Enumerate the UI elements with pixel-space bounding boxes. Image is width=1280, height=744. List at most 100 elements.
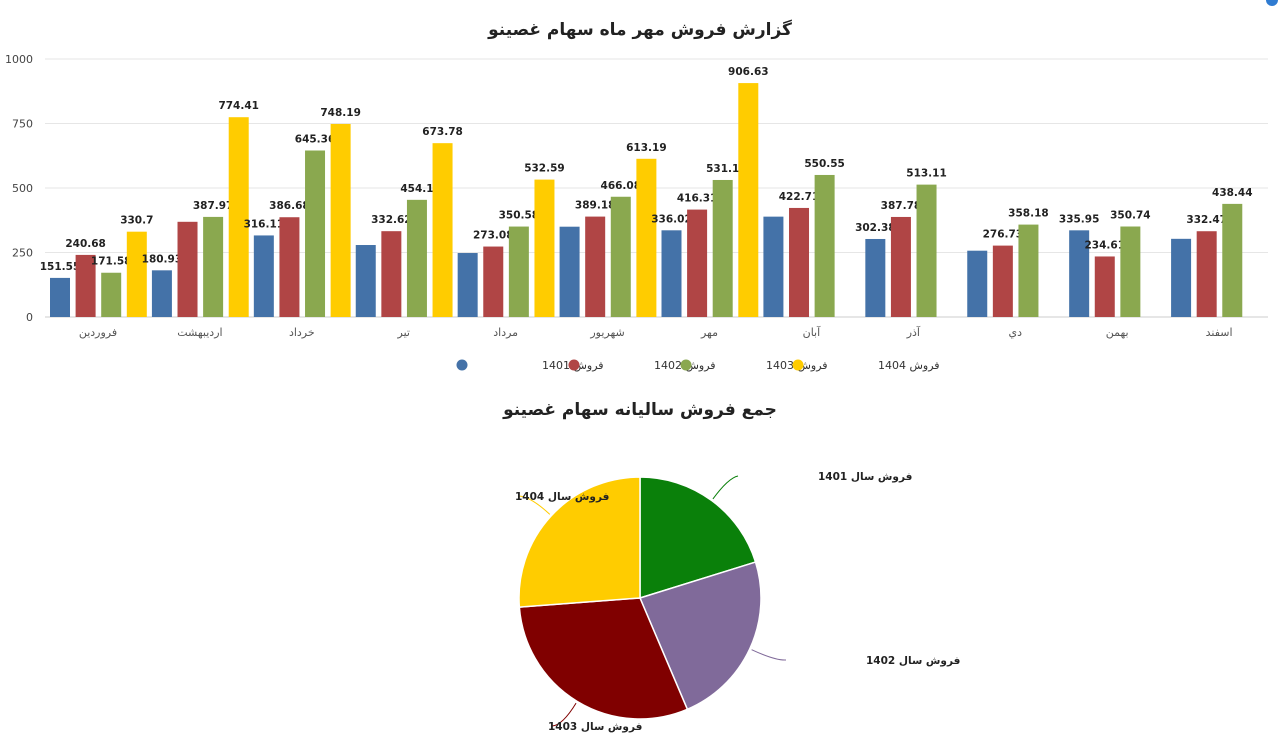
bar-chart-title: گزارش فروش مهر ماه سهام غصینو — [488, 20, 792, 40]
slice-label: فروش سال 1404 — [515, 491, 609, 503]
app-icon — [1266, 0, 1278, 6]
legend-marker — [680, 359, 692, 371]
x-tick-label: بهمن — [1106, 326, 1129, 339]
data-label: 234.61 — [1085, 239, 1126, 251]
bar — [483, 246, 504, 317]
x-tick-label: خرداد — [289, 326, 315, 339]
bar — [151, 270, 172, 317]
bar — [1094, 256, 1115, 317]
data-label: 531.1 — [706, 163, 739, 175]
data-label: 240.68 — [65, 238, 106, 250]
bar — [890, 216, 911, 317]
legend-marker — [568, 359, 580, 371]
leader-line — [551, 702, 577, 727]
data-label: 330.7 — [120, 215, 153, 227]
bar — [177, 221, 198, 317]
bar — [432, 143, 453, 317]
data-label: 513.11 — [906, 168, 947, 180]
bar — [101, 272, 122, 317]
x-tick-label: مهر — [700, 326, 718, 339]
bar — [763, 216, 784, 317]
data-label: 332.62 — [371, 214, 412, 226]
data-label: 335.95 — [1059, 213, 1100, 225]
data-label: 276.73 — [983, 229, 1024, 241]
bar — [1171, 238, 1192, 317]
y-tick-label: 750 — [12, 118, 33, 131]
data-label: 416.31 — [677, 193, 718, 205]
legend-marker — [792, 359, 804, 371]
bar — [534, 179, 555, 317]
data-label: 386.68 — [269, 200, 310, 212]
data-label: 438.44 — [1212, 187, 1253, 199]
legend-marker — [456, 359, 468, 371]
bar — [1018, 224, 1039, 317]
bar-chart: 0 250 500 750 1000 151.55 240.68 171.58 330.7 فرو… — [5, 53, 1268, 372]
x-tick-label: فروردین — [79, 326, 117, 339]
data-label: 180.93 — [142, 253, 183, 265]
bar — [126, 231, 147, 317]
leader-line — [712, 475, 739, 500]
data-label: 350.74 — [1110, 210, 1151, 222]
bar — [992, 245, 1013, 317]
bar — [203, 216, 224, 317]
data-label: 454.1 — [400, 183, 433, 195]
data-label: 550.55 — [804, 158, 845, 170]
pie-slice — [639, 476, 757, 600]
data-label: 645.36 — [295, 133, 336, 145]
bar — [687, 209, 708, 317]
bar — [355, 245, 376, 317]
data-label: 613.19 — [626, 142, 667, 154]
legend-label: فروش 1404 — [878, 359, 940, 372]
pie-slice — [518, 597, 689, 720]
leader-line — [518, 495, 551, 515]
data-label: 389.18 — [575, 200, 616, 212]
bar — [50, 277, 70, 317]
data-label: 673.78 — [422, 126, 463, 138]
pie-chart-title: جمع فروش سالیانه سهام غصینو — [503, 400, 777, 420]
bar — [253, 235, 274, 317]
pie-slice — [638, 561, 762, 711]
data-label: 332.47 — [1186, 214, 1227, 226]
bar — [636, 158, 657, 317]
y-tick-label: 500 — [12, 182, 33, 195]
bar — [1222, 203, 1243, 317]
data-label: 774.41 — [218, 100, 259, 112]
x-tick-label: اسفند — [1206, 326, 1233, 339]
data-label: 358.18 — [1008, 208, 1049, 220]
bar — [508, 226, 529, 317]
bar — [1120, 226, 1141, 317]
bar — [330, 123, 351, 317]
data-label: 273.08 — [473, 230, 514, 242]
x-tick-label: آذر — [906, 325, 921, 339]
x-tick-label: دي — [1008, 326, 1022, 339]
bar — [967, 250, 988, 317]
x-tick-label: مرداد — [493, 326, 518, 339]
bar — [789, 207, 810, 317]
slice-label: فروش سال 1403 — [548, 721, 642, 733]
bar — [279, 217, 300, 317]
bar — [916, 184, 937, 317]
x-tick-label: آبان — [803, 325, 821, 339]
bar — [381, 231, 402, 317]
y-tick-label: 250 — [12, 247, 33, 260]
bar — [610, 196, 631, 317]
y-tick-label: 0 — [26, 311, 33, 324]
data-label: 336.02 — [651, 213, 692, 225]
data-label: 316.11 — [244, 218, 285, 230]
bar — [1069, 230, 1090, 317]
data-label: 532.59 — [524, 163, 565, 175]
bar — [1196, 231, 1217, 317]
bar — [305, 150, 326, 317]
data-label: 906.63 — [728, 66, 769, 78]
bar — [457, 253, 478, 317]
bar — [75, 254, 96, 317]
bar — [661, 230, 682, 317]
bar — [559, 226, 580, 317]
leader-line — [751, 649, 787, 661]
data-label: 466.08 — [601, 180, 642, 192]
y-tick-label: 1000 — [5, 53, 33, 66]
x-tick-label: اردیبهشت — [177, 326, 222, 339]
data-label: 387.78 — [881, 200, 922, 212]
bar — [814, 174, 835, 317]
slice-label: فروش سال 1402 — [866, 655, 960, 667]
